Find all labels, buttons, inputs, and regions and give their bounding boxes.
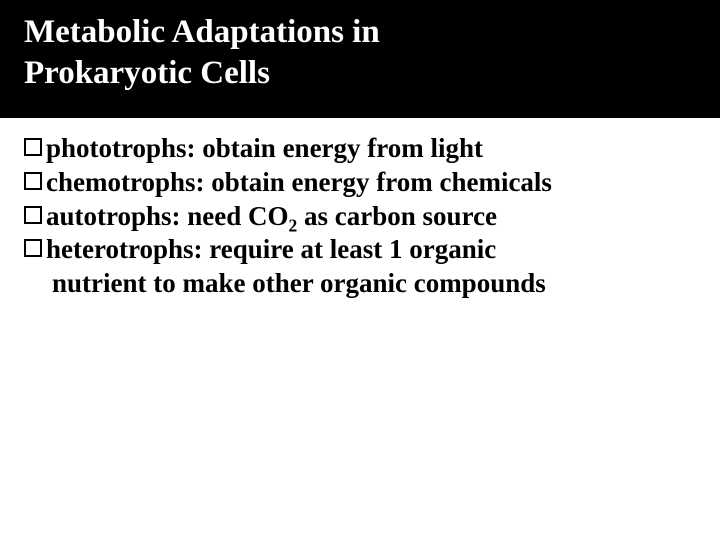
bullet3-subscript: 2 [289,215,298,235]
bullet-text: phototrophs: obtain energy from light [46,132,700,166]
square-bullet-icon [24,172,42,190]
title-line-2: Prokaryotic Cells [24,55,270,91]
bullet-text: heterotrophs: require at least 1 organic [46,233,700,267]
slide-title: Metabolic Adaptations in Prokaryotic Cel… [24,12,720,95]
square-bullet-icon [24,138,42,156]
square-bullet-icon [24,206,42,224]
bullet-item: heterotrophs: require at least 1 organic [24,233,700,267]
bullet-text: chemotrophs: obtain energy from chemical… [46,166,700,200]
bullet3-pre: autotrophs: need CO [46,201,289,231]
slide-body: phototrophs: obtain energy from light ch… [24,132,700,301]
bullet-continuation: nutrient to make other organic compounds [24,267,700,301]
title-band: Metabolic Adaptations in Prokaryotic Cel… [0,0,720,118]
bullet-item: autotrophs: need CO2 as carbon source [24,200,700,234]
title-line-1: Metabolic Adaptations in [24,14,380,50]
bullet-text: autotrophs: need CO2 as carbon source [46,200,700,234]
square-bullet-icon [24,239,42,257]
bullet3-post: as carbon source [297,201,497,231]
bullet-item: chemotrophs: obtain energy from chemical… [24,166,700,200]
bullet-item: phototrophs: obtain energy from light [24,132,700,166]
